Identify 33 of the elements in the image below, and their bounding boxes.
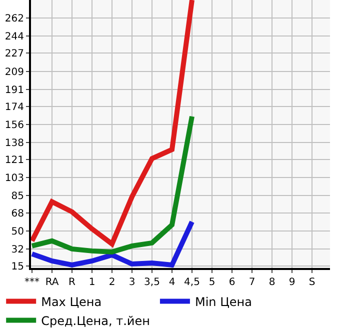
y-tick-label: 174 — [4, 102, 24, 113]
legend-label: Сред.Цена, т.йен — [41, 314, 150, 328]
y-tick-label: 121 — [4, 155, 24, 166]
y-tick-label: 227 — [4, 48, 24, 60]
x-tick-label: RA — [45, 277, 59, 288]
legend-label: Min Цена — [194, 294, 252, 309]
y-tick-label: 103 — [4, 173, 24, 184]
x-tick-label: 7 — [248, 277, 256, 288]
y-tick-label: 209 — [4, 66, 24, 78]
x-tick-label: 3 — [128, 277, 136, 288]
x-tick-label: 5 — [208, 277, 216, 288]
x-tick-label: R — [68, 277, 76, 288]
y-tick-label: 68 — [11, 208, 24, 220]
x-tick-label: 9 — [288, 277, 296, 288]
y-tick-label: 32 — [11, 244, 24, 256]
x-tick-label: 4,5 — [184, 277, 200, 288]
y-tick-label: 191 — [4, 84, 24, 96]
x-tick-label: *** — [24, 277, 40, 288]
x-tick-label: 6 — [228, 277, 236, 288]
x-tick-label: 1 — [88, 277, 96, 288]
y-tick-label: 15 — [11, 261, 24, 272]
x-tick-label: 8 — [268, 277, 276, 288]
x-tick-label: 3,5 — [144, 277, 160, 288]
y-tick-label: 50 — [11, 226, 24, 238]
y-tick-label: 138 — [4, 138, 24, 150]
y-tick-label: 85 — [11, 191, 24, 202]
x-tick-label: 2 — [108, 277, 116, 288]
y-tick-label: 156 — [4, 120, 24, 131]
y-tick-label: 262 — [4, 14, 24, 25]
x-tick-label: 4 — [168, 277, 176, 288]
y-tick-label: 244 — [4, 32, 24, 43]
x-tick-label: S — [308, 277, 316, 288]
legend-label: Max Цена — [41, 294, 102, 309]
